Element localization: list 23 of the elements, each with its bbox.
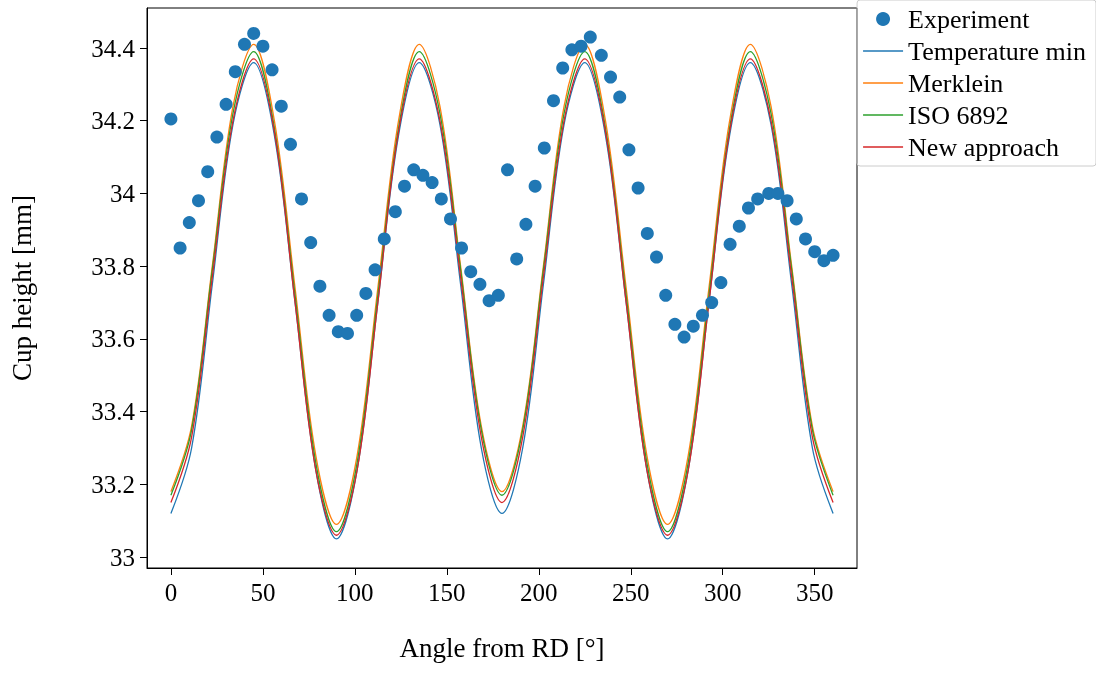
x-tick-label: 100 [336, 579, 374, 606]
y-tick-label: 34.4 [91, 34, 136, 62]
x-tick-label: 50 [250, 579, 276, 606]
x-tick-label: 300 [703, 579, 742, 606]
y-tick-label: 34 [110, 179, 136, 207]
x-tick-label: 250 [612, 579, 650, 606]
legend-label: Experiment [908, 4, 1031, 34]
y-tick-label: 33.6 [91, 325, 135, 353]
x-axis-title: Angle from RD [°] [399, 632, 605, 663]
y-tick-label: 33.2 [91, 470, 135, 498]
y-tick-label: 33.8 [91, 252, 135, 280]
legend-label: Temperature min [908, 36, 1086, 66]
legend-label: Merklein [908, 68, 1004, 98]
legend-label: ISO 6892 [908, 100, 1009, 130]
y-tick-label: 34.2 [91, 107, 135, 135]
x-tick-label: 200 [520, 579, 558, 606]
legend-label: New approach [908, 132, 1059, 162]
x-tick-label: 0 [164, 579, 178, 606]
x-tick-label: 350 [795, 579, 834, 606]
x-tick-label: 150 [428, 579, 466, 606]
y-tick-label: 33.4 [91, 398, 136, 426]
y-axis-title: Cup height [mm] [6, 195, 37, 381]
y-tick-label: 33 [110, 543, 135, 571]
